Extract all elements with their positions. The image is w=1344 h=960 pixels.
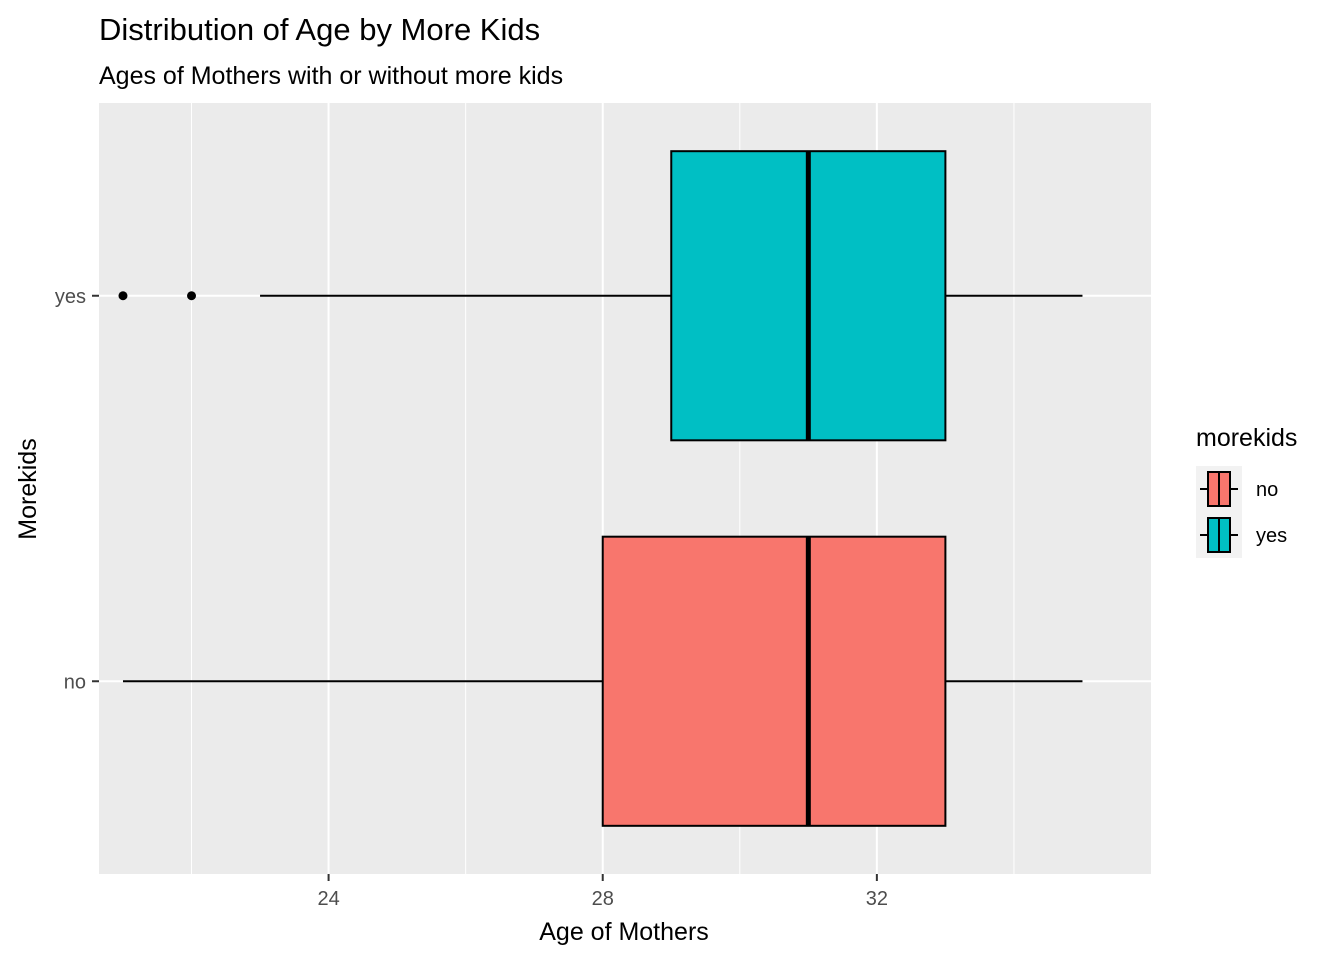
x-tick-label: 28: [592, 888, 614, 910]
y-axis: no yes: [55, 286, 99, 693]
x-tick-label: 32: [866, 888, 888, 910]
legend-label: no: [1256, 479, 1278, 501]
outlier-point-yes: [187, 291, 197, 301]
legend: morekids no yes: [1196, 424, 1297, 558]
x-axis-title: Age of Mothers: [539, 918, 709, 946]
y-axis-title: Morekids: [14, 438, 42, 539]
chart-subtitle: Ages of Mothers with or without more kid…: [99, 62, 563, 90]
x-axis: 24 28 32: [317, 874, 888, 910]
iqr-box-no: [601, 535, 947, 827]
box-yes: [118, 150, 1083, 442]
y-tick-label: no: [64, 671, 86, 693]
outlier-point-yes: [118, 291, 128, 301]
x-tick-label: 24: [317, 888, 339, 910]
legend-title: morekids: [1196, 424, 1297, 452]
legend-label: yes: [1256, 525, 1287, 547]
boxes-layer: [118, 150, 1083, 827]
chart-title: Distribution of Age by More Kids: [99, 12, 540, 47]
legend-entry-no: no: [1196, 466, 1278, 512]
y-tick-label: yes: [55, 286, 86, 308]
legend-entry-yes: yes: [1196, 512, 1287, 558]
box-no: [122, 535, 1083, 827]
